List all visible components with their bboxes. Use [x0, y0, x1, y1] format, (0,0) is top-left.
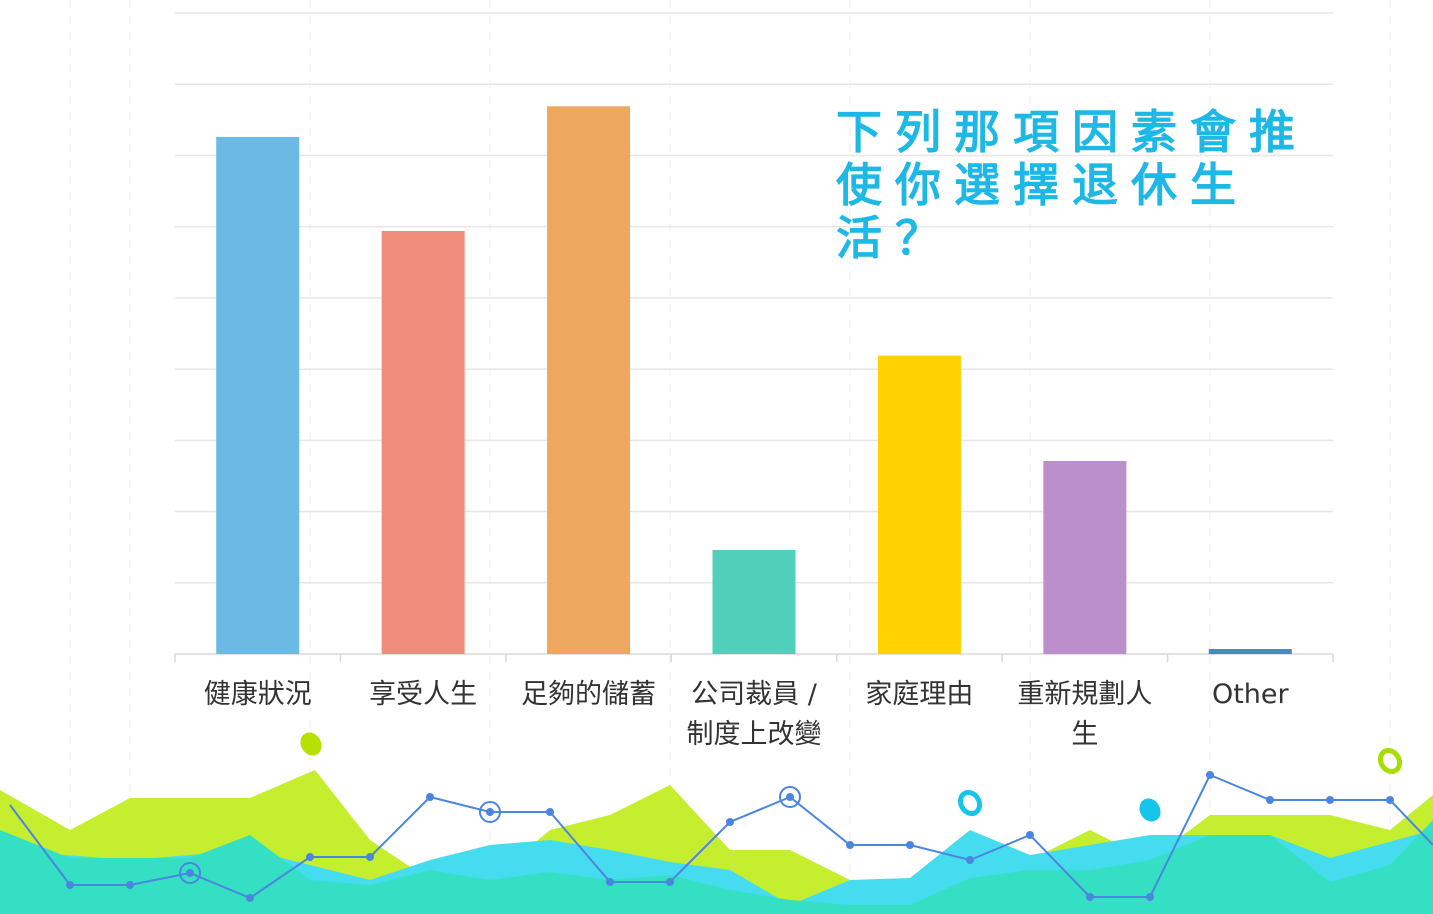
plot — [174, 12, 1334, 662]
x-tick-label: Other — [1211, 679, 1289, 710]
x-tick-label: 足夠的儲蓄 — [521, 679, 657, 710]
decoration — [0, 732, 1433, 914]
x-tick-label: 健康狀況 — [203, 679, 312, 710]
chart-title: 下列那項因素會推使你選擇退休生活？ — [836, 105, 1308, 265]
x-tick-label: 享受人生 — [369, 679, 478, 710]
bar — [1208, 649, 1292, 654]
bar — [877, 355, 961, 654]
bar — [712, 550, 796, 654]
bar — [1043, 460, 1127, 654]
bar — [547, 106, 631, 655]
bar — [216, 136, 300, 655]
x-tick-label: 公司裁員 / 制度上改變 — [686, 679, 822, 750]
x-tick-label: 家庭理由 — [865, 679, 974, 710]
x-tick-label: 重新規劃人生 — [1017, 679, 1153, 750]
bar — [381, 230, 465, 654]
